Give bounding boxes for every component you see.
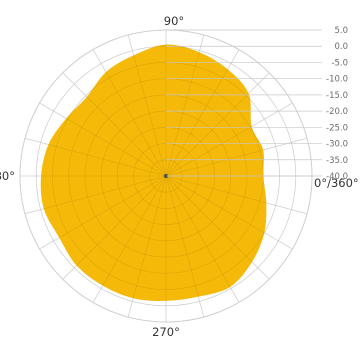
grid-spoke-over [127, 34, 167, 177]
radial-tick-label: -5.0 [331, 58, 348, 68]
radial-tick-label: -25.0 [326, 123, 348, 133]
angle-labels: 0°/360° 90° 180° 270° [0, 14, 359, 338]
radial-tick-label: -20.0 [326, 107, 348, 117]
grid-spoke-over [62, 175, 167, 280]
grid-spoke-over [92, 49, 167, 177]
grid-spoke-over [62, 72, 167, 177]
grid-spoke-over [165, 137, 308, 177]
radial-tick-label: -35.0 [326, 156, 348, 166]
angle-label: 0°/360° [314, 176, 359, 190]
grid-spoke-over [165, 175, 293, 250]
grid-spoke-over [127, 175, 167, 318]
grid-spoke-over [165, 175, 205, 318]
series-area [40, 44, 267, 301]
radial-tick-label: 0.0 [334, 42, 348, 52]
radial-tick-label: -10.0 [326, 75, 348, 85]
grid-spoke-over [165, 175, 308, 215]
grid-spoke-over [165, 102, 293, 177]
angle-label: 180° [0, 169, 15, 183]
angle-label: 270° [152, 325, 180, 338]
grid-spoke-over [165, 49, 240, 177]
grid-spoke-over [24, 175, 167, 215]
radial-tick-label: -40.0 [326, 172, 348, 182]
grid-spoke-over [39, 102, 167, 177]
radial-tick-labels: 5.0 0.0 -5.0 -10.0 -15.0 -20.0 -25.0 -30.0 -35.0… [166, 26, 348, 182]
radial-tick-label: -15.0 [326, 91, 348, 101]
grid-spoke-over [165, 175, 270, 280]
grid-spoke-over [165, 72, 270, 177]
grid-spoke-over [165, 175, 240, 303]
grid-spoke-over [165, 34, 205, 177]
radial-tick-label: -30.0 [326, 140, 348, 150]
grid-spoke-over [92, 175, 167, 303]
grid-spoke-over [24, 137, 167, 177]
angle-label: 90° [164, 14, 184, 28]
grid-spoke-over [39, 175, 167, 250]
radial-tick-label: 5.0 [334, 26, 348, 36]
